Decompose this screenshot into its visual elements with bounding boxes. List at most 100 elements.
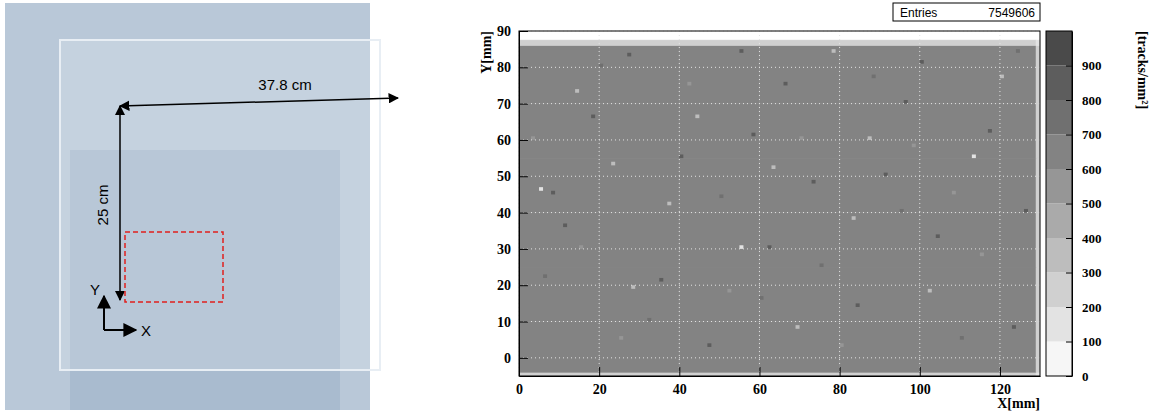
heatmap-cell [679,46,759,104]
colorbar-level [1046,66,1072,101]
heatmap-cell [599,322,679,373]
heatmap-cell [599,46,679,104]
colorbar-tick-mark [1066,66,1072,67]
heatmap-spot [800,136,804,140]
grid-line-x [759,31,760,376]
heatmap-spot [872,75,876,79]
heatmap-cell [759,372,839,376]
width-arrow [120,98,398,106]
x-axis-line [520,376,1041,377]
x-tick: 40 [673,367,687,397]
y-tick-label: 80 [497,60,511,75]
colorbar-level [1046,307,1072,342]
heatmap-cell [599,40,679,45]
heatmap-spot [751,133,755,137]
colorbar-axis: 0100200300400500600700800900 [1066,32,1102,384]
colorbar-tick-label: 600 [1082,162,1102,177]
colorbar-tick-mark [1066,273,1072,274]
heatmap-spot [687,82,691,86]
colorbar-tick-label: 100 [1082,334,1102,349]
heatmap-cell [840,40,920,45]
axis-y-arrow [103,296,105,330]
heatmap-cell [519,158,599,212]
colorbar-tick: 300 [1066,265,1102,280]
heatmap-spot [767,245,771,249]
heatmap-spot [980,253,984,257]
grid [519,31,1040,376]
photo-panel: 37.8 cm25 cmYX [5,3,398,410]
y-tick-mark [519,176,528,177]
colorbar-tick-mark [1066,238,1072,239]
grid-line-x [919,31,920,376]
heatmap-cell [599,213,679,267]
colorbar-level [1046,31,1072,66]
heatmap-spot [920,60,924,64]
plot-frame [519,31,1040,376]
colorbar-tick: 800 [1066,93,1102,108]
y-tick-mark [519,249,528,250]
colorbar-tick-label: 900 [1082,58,1102,73]
colorbar-tick-label: 200 [1082,300,1102,315]
heatmap-spot [599,64,603,68]
heatmap-spot [575,89,579,93]
heatmap-cell [920,104,1000,158]
heatmap-cell [1036,322,1040,373]
x-tick: 100 [910,367,931,397]
heatmap-cell [1000,372,1036,376]
y-tick: 20 [497,278,528,293]
grid-line-x [839,31,840,376]
heatmap-cell [679,158,759,212]
heatmap-cell [759,46,839,104]
heatmap-cell [1036,40,1040,45]
heatmap-spot [900,209,904,213]
x-axis-title: X[mm] [997,396,1040,411]
y-tick: 50 [497,169,528,184]
x-tick-mark [840,367,841,376]
heatmap-cell [920,158,1000,212]
y-tick-label: 40 [497,206,511,221]
stats-frame [893,3,1040,21]
heatmap-cell [599,158,679,212]
axis-y-label: Y [90,281,100,298]
heatmap-cell [599,104,679,158]
heatmap-cell [759,213,839,267]
heatmap-cell [840,322,920,373]
heatmap-cell [1000,158,1036,212]
heatmap-spot [952,191,956,195]
grid-line-y [519,248,1040,249]
colorbar-tick: 0 [1066,369,1089,384]
y-tick-mark [519,285,528,286]
height-label: 25 cm [94,185,111,226]
y-tick-mark [519,140,528,141]
heatmap-cell [519,267,599,321]
x-tick-label: 120 [990,382,1011,397]
colorbar-tick: 200 [1066,300,1102,315]
y-tick-label: 90 [497,24,511,39]
y-tick: 80 [497,60,528,75]
heatmap-spot [695,115,699,119]
heatmap-cell [1036,213,1040,267]
heatmap-spot [579,245,583,249]
x-tick-mark [599,367,600,376]
y-tick-label: 30 [497,242,511,257]
heatmap-spot [543,274,547,278]
colorbar-tick: 900 [1066,58,1102,73]
heatmap-spot [1016,49,1020,53]
heatmap-cell [519,46,599,104]
heatmap-cell [519,104,599,158]
colorbar-tick-mark [1066,100,1072,101]
heatmap-cell [920,267,1000,321]
heatmap-spot [928,289,932,293]
heatmap-spot [856,303,860,307]
heatmap-spot [551,191,555,195]
heatmap-spot [619,336,623,340]
heatmap-cell [599,267,679,321]
y-tick-mark [519,322,528,323]
axis-x-arrow [104,329,136,331]
y-axis-line [519,32,520,377]
x-tick: 120 [990,367,1011,397]
heatmap-spot [719,194,723,198]
colorbar-frame [1046,31,1072,376]
heatmap-spot [784,82,788,86]
grid-line-x [599,31,600,376]
